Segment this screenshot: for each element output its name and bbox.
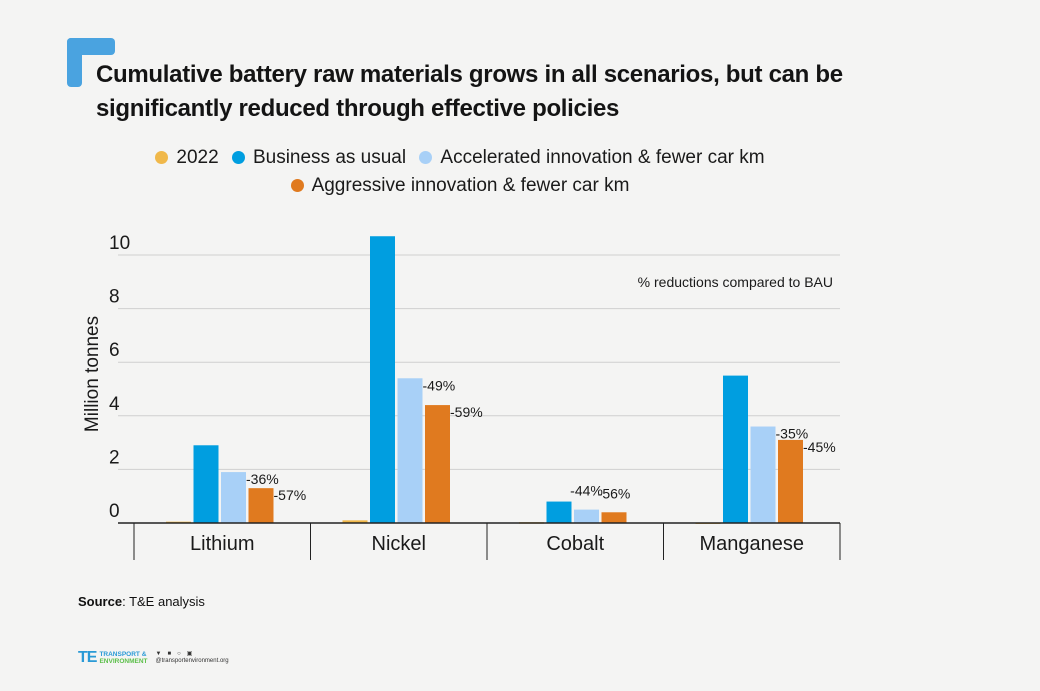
te-logo-mark: TE xyxy=(78,649,97,666)
bar-nickel-3 xyxy=(425,405,450,523)
source-note: Source: T&E analysis xyxy=(78,594,205,609)
x-tick-label: Manganese xyxy=(699,533,804,555)
x-tick-label: Cobalt xyxy=(546,533,604,555)
website-link[interactable]: @transportenvironment.org xyxy=(155,658,229,664)
facebook-icon[interactable]: ■ xyxy=(167,651,172,657)
data-label: -49% xyxy=(423,377,456,393)
y-axis-label: Million tonnes xyxy=(82,316,103,432)
bar-lithium-2 xyxy=(221,472,246,523)
y-tick-label: 8 xyxy=(109,287,120,308)
te-logo: TE TRANSPORT & ENVIRONMENT ▼ ■ ○ ▣ @transpo… xyxy=(78,649,229,666)
bar-lithium-1 xyxy=(193,445,219,523)
brand-corner-mark xyxy=(67,38,115,87)
y-tick-label: 10 xyxy=(109,233,130,254)
legend-dot-icon xyxy=(155,151,169,164)
data-label: -45% xyxy=(803,439,836,455)
bar-manganese-3 xyxy=(778,439,803,523)
data-label: -35% xyxy=(776,426,809,442)
legend-item-accelerated: Accelerated innovation & fewer car km xyxy=(419,144,765,172)
data-label: -36% xyxy=(246,471,279,487)
bar-lithium-3 xyxy=(248,488,274,523)
x-tick-label: Nickel xyxy=(372,533,426,555)
data-label: -59% xyxy=(450,404,483,420)
bar-nickel-1 xyxy=(370,236,395,524)
legend-item-aggressive: Aggressive innovation & fewer car km xyxy=(290,172,629,200)
legend-dot-icon xyxy=(290,179,304,192)
y-tick-label: 0 xyxy=(109,501,120,522)
chart-title: Cumulative battery raw materials grows i… xyxy=(96,61,843,122)
legend-item-bau: Business as usual xyxy=(231,144,406,172)
bar-cobalt-2 xyxy=(574,509,599,523)
y-tick-label: 4 xyxy=(109,394,120,415)
instagram-icon[interactable]: ○ xyxy=(177,651,181,657)
reduction-annotation: % reductions compared to BAU xyxy=(638,274,833,290)
bar-nickel-0 xyxy=(342,520,368,523)
data-label: -57% xyxy=(274,487,307,503)
bar-manganese-2 xyxy=(750,426,776,523)
bar-cobalt-1 xyxy=(546,501,572,523)
twitter-icon[interactable]: ▼ xyxy=(155,651,162,657)
legend-dot-icon xyxy=(231,151,245,164)
data-label: -44% xyxy=(570,483,603,499)
bar-cobalt-3 xyxy=(601,512,627,523)
x-tick-label: Lithium xyxy=(190,533,254,555)
linkedin-icon[interactable]: ▣ xyxy=(186,651,193,657)
bar-nickel-2 xyxy=(397,378,423,523)
data-label: -56% xyxy=(598,485,631,501)
y-tick-label: 6 xyxy=(109,340,120,361)
legend-item-2022: 2022 xyxy=(155,144,219,172)
legend: 2022 Business as usual Accelerated innov… xyxy=(100,144,820,200)
y-tick-label: 2 xyxy=(109,447,120,468)
legend-dot-icon xyxy=(419,151,433,164)
bar-manganese-1 xyxy=(723,375,748,523)
